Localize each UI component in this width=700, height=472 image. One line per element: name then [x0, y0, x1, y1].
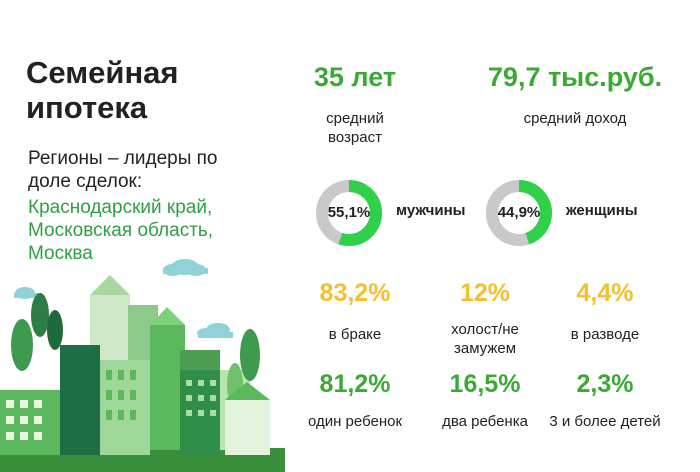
divorced-value: 4,4%: [576, 279, 634, 307]
three-plus-children-label: 3 и более детей: [549, 413, 661, 430]
women-label: женщины: [566, 202, 638, 219]
building: [60, 345, 100, 455]
average-income-value: 79,7 тыс.руб.: [487, 62, 663, 92]
building-roof: [90, 275, 130, 295]
single-label: холост/не замужем: [451, 321, 519, 357]
married-value: 83,2%: [319, 279, 391, 307]
married-label: в браке: [328, 326, 382, 343]
building: [225, 400, 270, 455]
tree-icon: [11, 319, 33, 371]
building-roof: [150, 307, 185, 325]
men-donut-chart: [316, 180, 382, 246]
two-children-label: два ребенка: [442, 413, 528, 430]
tree-icon: [240, 329, 260, 381]
men-percent: 55,1%: [327, 204, 371, 221]
cloud-icon: [197, 323, 233, 338]
single-value: 12%: [459, 279, 511, 307]
tree-icon: [31, 293, 49, 337]
regions-subtitle: Регионы – лидеры по доле сделок:: [28, 148, 218, 192]
one-child-label: один ребенок: [307, 413, 403, 430]
cloud-icon: [163, 259, 208, 276]
building: [150, 325, 185, 450]
men-donut-arc: [316, 180, 382, 246]
average-age-label: средний возраст: [326, 110, 384, 146]
one-child-value: 81,2%: [319, 370, 391, 398]
divorced-label: в разводе: [570, 326, 640, 343]
three-plus-children-value: 2,3%: [576, 370, 634, 398]
building-roof: [225, 382, 270, 400]
women-percent: 44,9%: [497, 204, 541, 221]
cloud-icon: [14, 287, 42, 299]
city-illustration: [0, 259, 285, 472]
page-title: Семейная ипотека: [26, 55, 179, 125]
average-age-value: 35 лет: [313, 62, 397, 92]
two-children-value: 16,5%: [449, 370, 521, 398]
women-donut-arc: [486, 180, 552, 246]
windows: [106, 370, 136, 420]
men-label: мужчины: [396, 202, 466, 219]
regions-list: Краснодарский край, Московская область, …: [28, 197, 214, 264]
windows: [186, 380, 216, 416]
average-income-label: средний доход: [523, 110, 627, 127]
windows: [6, 400, 42, 440]
women-donut-chart: [486, 180, 552, 246]
tree-icon: [47, 310, 63, 350]
